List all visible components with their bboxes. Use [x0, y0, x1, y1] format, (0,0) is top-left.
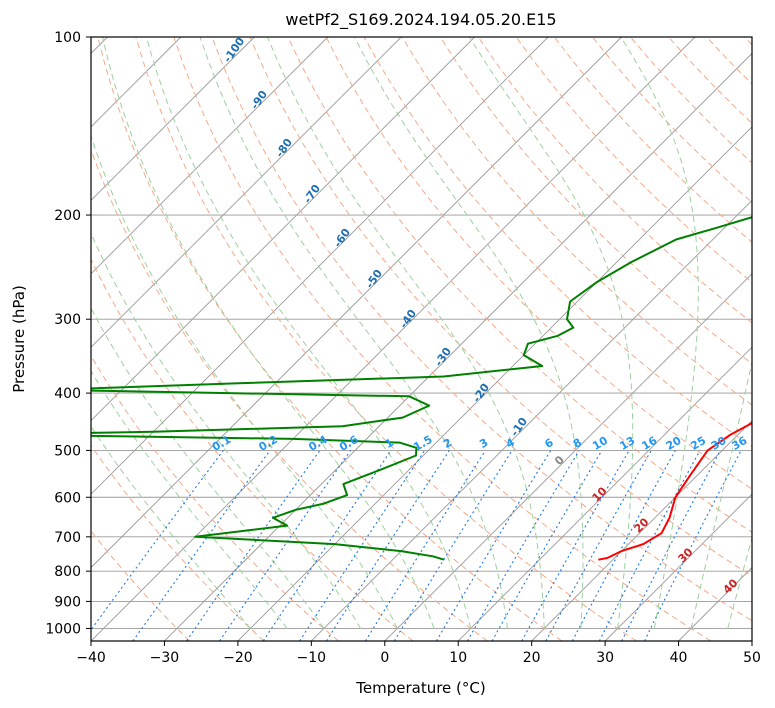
dry-adiabat-line: [363, 37, 752, 448]
x-tick-label: −30: [150, 650, 180, 666]
mixing-ratio-line: [91, 450, 224, 631]
plot-frame: [90, 36, 753, 642]
isotherm-line: [91, 37, 549, 495]
mixing-ratio-line: [521, 450, 630, 641]
y-tick-label: 100: [54, 30, 81, 46]
moist-adiabat-line: [91, 232, 362, 629]
dry-adiabat-line: [287, 37, 752, 534]
mixing-ratio-line: [365, 450, 486, 641]
y-tick-label: 900: [54, 594, 81, 610]
mixing-ratio-line: [644, 450, 742, 641]
isotherm-line: [457, 346, 752, 641]
isotherm-line: [604, 493, 752, 641]
y-tick-label: 1000: [45, 621, 81, 637]
axis-layer: −40 −30 −20 −10 0 10 20 30 40 50 100 200 300 400 500 60…: [45, 30, 761, 666]
y-tick-label: 700: [54, 530, 81, 546]
x-tick-label: 0: [380, 650, 389, 666]
isotherm-line: [384, 273, 752, 641]
dry-adiabat-line: [97, 37, 563, 641]
mixing-ratio-line: [299, 450, 426, 641]
isotherm-line: [91, 37, 696, 641]
isotherm-line: [91, 37, 402, 348]
mixing-ratio-line: [571, 450, 676, 641]
x-tick-label: 30: [596, 650, 614, 666]
moist-adiabat-line: [727, 536, 752, 629]
moist-adiabat-line: [91, 370, 288, 629]
x-tick-label: −20: [223, 650, 253, 666]
mixing-ratio-line: [393, 450, 513, 641]
dry-adiabat-line: [325, 37, 752, 490]
isotherm-line: [91, 37, 622, 569]
isotherm-line: [531, 420, 752, 641]
isotherm-line: [91, 37, 329, 275]
dry-adiabat-line: [135, 37, 637, 641]
x-tick-label: 10: [449, 650, 467, 666]
y-tick-label: 400: [54, 386, 81, 402]
moist-adiabat-line: [91, 307, 325, 629]
temperature-profile-line: [598, 422, 752, 561]
dry-adiabat-line: [173, 37, 712, 641]
isotherm-line: [237, 126, 752, 641]
moist-adiabat-line: [690, 359, 752, 629]
series-layer: [91, 216, 752, 561]
dry-adiabat-line: [249, 37, 752, 577]
x-tick-label: −10: [297, 650, 327, 666]
x-tick-label: 40: [670, 650, 688, 666]
mixing-ratio-line: [491, 450, 603, 641]
dewpoint-profile-line: [91, 216, 752, 561]
moist-adiabat-line: [620, 37, 699, 629]
y-tick-label: 200: [54, 208, 81, 224]
mixing-ratio-line: [325, 450, 450, 641]
x-tick-label: −40: [76, 650, 106, 666]
moist-adiabat-line: [469, 37, 634, 629]
moist-adiabat-line: [102, 37, 435, 629]
y-tick-label: 800: [54, 564, 81, 580]
moist-adiabat-line: [91, 134, 398, 629]
isotherm-line: [91, 37, 475, 422]
x-axis-title: Temperature (°C): [355, 679, 485, 697]
moist-adiabat-line: [267, 37, 545, 629]
y-tick-label: 300: [54, 312, 81, 328]
moist-adiabat-line: [199, 37, 508, 629]
y-tick-label: 500: [54, 443, 81, 459]
mixing-ratio-line: [435, 450, 552, 641]
mixing-ratio-line: [132, 450, 271, 641]
moist-adiabat-line: [91, 425, 251, 629]
chart-title: wetPf2_S169.2024.194.05.20.E15: [285, 10, 556, 30]
isotherm-line: [91, 37, 255, 201]
mixing-ratio-line: [466, 450, 580, 641]
moist-adiabat-line: [354, 37, 584, 629]
y-axis-title: Pressure (hPa): [10, 285, 28, 393]
mixing-ratio-line: [598, 450, 701, 641]
x-tick-label: 50: [743, 650, 761, 666]
dry-adiabat-line: [211, 37, 752, 622]
y-tick-label: 600: [54, 490, 81, 506]
dry-adiabat-line: [91, 258, 414, 641]
moist-adiabat-line: [145, 37, 472, 629]
mixing-ratio-line: [545, 450, 652, 641]
mixing-ratio-line: [621, 450, 721, 641]
dry-adiabat-line: [91, 444, 265, 641]
x-tick-label: 20: [523, 650, 541, 666]
